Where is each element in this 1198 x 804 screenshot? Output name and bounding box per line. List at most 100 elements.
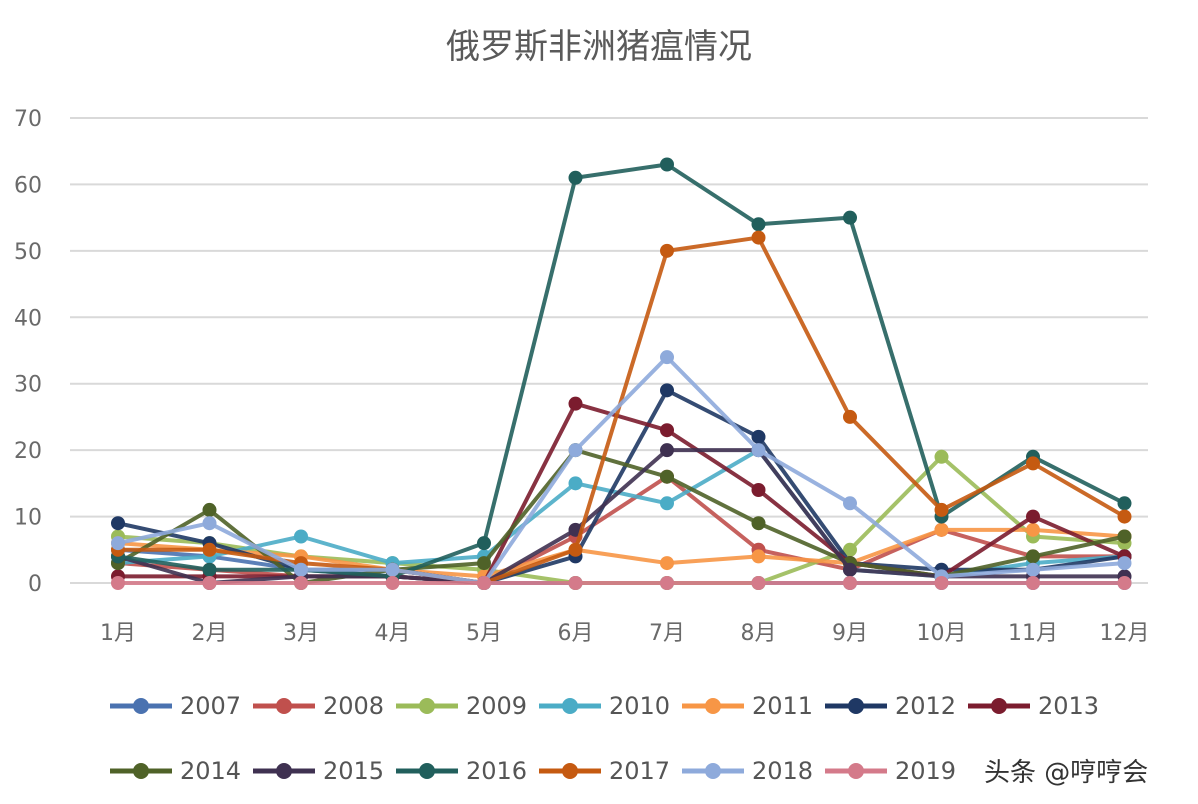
legend-swatch-marker <box>705 763 721 779</box>
y-tick-label: 70 <box>14 107 42 132</box>
data-point <box>294 529 308 544</box>
data-point <box>660 576 674 590</box>
data-point <box>934 502 949 517</box>
data-point <box>1117 529 1132 544</box>
data-point <box>477 556 491 571</box>
data-point <box>385 562 400 577</box>
data-point <box>1026 456 1040 471</box>
data-point <box>934 522 949 537</box>
data-point <box>660 496 674 511</box>
data-point <box>111 536 125 551</box>
data-point <box>751 576 766 590</box>
data-point <box>477 576 491 590</box>
legend-swatch-marker <box>276 698 292 714</box>
y-tick-label: 30 <box>14 373 42 398</box>
x-tick-label: 6月 <box>558 621 594 646</box>
watermark: 头条 @哼哼会 <box>984 758 1149 788</box>
data-point <box>843 562 857 577</box>
data-point <box>934 449 949 464</box>
data-point <box>660 556 674 571</box>
legend-item-2015: 2015 <box>253 757 384 785</box>
legend-item-2014: 2014 <box>110 757 241 785</box>
legend-item-2010: 2010 <box>539 692 670 720</box>
legend-swatch-marker <box>419 698 435 714</box>
legend-label: 2007 <box>180 692 241 720</box>
legend-label: 2018 <box>752 757 813 785</box>
legend-swatch-marker <box>991 698 1007 714</box>
legend-item-2009: 2009 <box>396 692 527 720</box>
data-point <box>843 576 857 590</box>
legend-item-2007: 2007 <box>110 692 241 720</box>
x-tick-label: 11月 <box>1008 621 1058 646</box>
series-line <box>117 388 1125 585</box>
series-2018 <box>111 350 1132 590</box>
legend-item-2008: 2008 <box>253 692 384 720</box>
data-point <box>843 542 857 557</box>
data-point <box>202 576 217 590</box>
data-point <box>751 217 766 232</box>
legend-swatch-marker <box>276 763 292 779</box>
x-tick-label: 3月 <box>283 621 319 646</box>
legend-item-2019: 2019 <box>825 757 956 785</box>
x-tick-label: 12月 <box>1100 621 1150 646</box>
chart-title: 俄罗斯非洲猪瘟情况 <box>446 27 752 67</box>
x-tick-label: 9月 <box>832 621 868 646</box>
data-point <box>1026 509 1040 524</box>
data-point <box>385 576 400 590</box>
data-point <box>1026 522 1040 537</box>
legend-swatch-marker <box>419 763 435 779</box>
legend-item-2013: 2013 <box>968 692 1099 720</box>
legend-label: 2013 <box>1038 692 1099 720</box>
gridlines <box>70 117 1148 584</box>
data-point <box>660 443 674 458</box>
data-point <box>294 576 308 590</box>
x-tick-label: 4月 <box>375 621 411 646</box>
x-axis-ticks: 1月 2月 3月 4月 5月 6月 7月 8月 9月 10月 11月 12月 <box>100 621 1150 646</box>
x-tick-label: 2月 <box>192 621 228 646</box>
data-point <box>568 542 583 557</box>
data-point <box>1117 576 1132 590</box>
x-tick-label: 1月 <box>100 621 136 646</box>
legend-swatch-marker <box>133 698 149 714</box>
legend-label: 2011 <box>752 692 813 720</box>
data-point <box>751 429 766 444</box>
y-tick-label: 60 <box>14 173 42 198</box>
data-point <box>1117 496 1132 511</box>
series-line <box>117 527 1125 579</box>
series-line <box>117 162 1126 579</box>
y-axis-ticks: 0 10 20 30 40 50 60 70 <box>14 107 42 597</box>
legend-item-2018: 2018 <box>682 757 813 785</box>
data-point <box>660 350 674 365</box>
data-point <box>660 423 674 438</box>
data-point <box>751 549 766 564</box>
y-tick-label: 50 <box>14 240 42 265</box>
data-point <box>843 210 857 225</box>
x-tick-label: 5月 <box>466 621 502 646</box>
data-point <box>843 496 857 511</box>
data-point <box>111 516 125 531</box>
y-tick-label: 20 <box>14 439 42 464</box>
data-point <box>202 502 217 517</box>
legend: 2007 2008 2009 2010 2011 2012 2013 2014 2015 2016… <box>110 692 1099 785</box>
data-point <box>294 562 308 577</box>
legend-swatch-marker <box>705 698 721 714</box>
y-tick-label: 10 <box>14 506 42 531</box>
data-point <box>751 516 766 531</box>
legend-label: 2014 <box>180 757 241 785</box>
data-point <box>1026 576 1040 590</box>
series-2016 <box>111 157 1132 584</box>
data-point <box>1026 562 1040 577</box>
data-point <box>1026 549 1040 564</box>
legend-item-2017: 2017 <box>539 757 670 785</box>
data-point <box>660 469 674 484</box>
legend-label: 2008 <box>323 692 384 720</box>
legend-label: 2016 <box>466 757 527 785</box>
data-point <box>1117 509 1132 524</box>
legend-label: 2015 <box>323 757 384 785</box>
legend-label: 2017 <box>609 757 670 785</box>
data-point <box>568 170 583 185</box>
data-point <box>660 383 674 398</box>
data-point <box>751 230 766 245</box>
legend-item-2011: 2011 <box>682 692 813 720</box>
